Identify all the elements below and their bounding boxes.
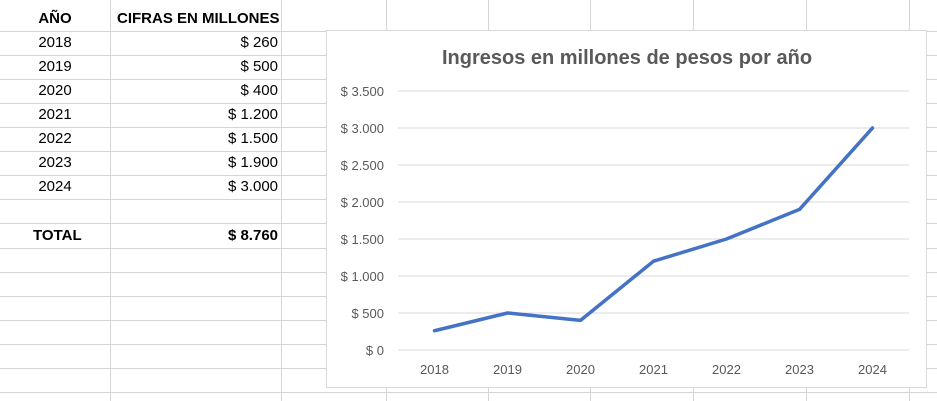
x-tick-label: 2020	[566, 362, 595, 377]
year-cell[interactable]: 2024	[38, 178, 72, 195]
y-tick-label: $ 1.500	[341, 232, 384, 247]
data-point	[652, 259, 655, 263]
x-axis-ticks: 2018 2019 2020 2021 2022 2023 2024	[420, 362, 887, 377]
data-point	[433, 329, 436, 333]
value-cell[interactable]: $ 1.500	[227, 130, 278, 147]
line-chart: Ingresos en millones de pesos por año $ …	[341, 47, 909, 377]
data-point	[798, 207, 801, 211]
total-label[interactable]: TOTAL	[33, 227, 82, 244]
year-cell[interactable]: 2018	[38, 34, 72, 51]
y-tick-label: $ 2.500	[341, 158, 384, 173]
header-value[interactable]: CIFRAS EN MILLONES	[117, 10, 280, 27]
y-tick-label: $ 2.000	[341, 195, 384, 210]
data-point	[506, 311, 509, 315]
data-point	[725, 237, 728, 241]
total-value[interactable]: $ 8.760	[227, 227, 278, 244]
x-tick-label: 2021	[639, 362, 668, 377]
year-cell[interactable]: 2021	[38, 106, 72, 123]
y-tick-label: $ 1.000	[341, 269, 384, 284]
value-cell[interactable]: $ 3.000	[227, 178, 278, 195]
x-tick-label: 2023	[785, 362, 814, 377]
value-cell[interactable]: $ 260	[240, 34, 278, 51]
series	[432, 126, 875, 333]
x-tick-label: 2024	[858, 362, 887, 377]
chart-title: Ingresos en millones de pesos por año	[442, 47, 812, 69]
y-axis-ticks: $ 0 $ 500 $ 1.000 $ 1.500 $ 2.000 $ 2.500 $ 3.…	[341, 84, 384, 358]
y-tick-label: $ 0	[366, 343, 384, 358]
x-tick-label: 2022	[712, 362, 741, 377]
column-divider	[110, 0, 111, 401]
header-year[interactable]: AÑO	[38, 10, 72, 27]
value-cell[interactable]: $ 1.900	[227, 154, 278, 171]
x-tick-label: 2019	[493, 362, 522, 377]
value-cell[interactable]: $ 500	[240, 58, 278, 75]
value-cell[interactable]: $ 1.200	[227, 106, 278, 123]
data-point	[871, 126, 874, 130]
row-divider	[0, 392, 937, 393]
gridlines	[398, 90, 909, 351]
y-tick-label: $ 3.000	[341, 121, 384, 136]
x-tick-label: 2018	[420, 362, 449, 377]
y-tick-label: $ 500	[351, 306, 384, 321]
year-cell[interactable]: 2023	[38, 154, 72, 171]
year-cell[interactable]: 2019	[38, 58, 72, 75]
series-line	[432, 126, 875, 333]
chart-container[interactable]: Ingresos en millones de pesos por año $ …	[326, 30, 927, 388]
data-point	[579, 318, 582, 322]
y-tick-label: $ 3.500	[341, 84, 384, 99]
year-cell[interactable]: 2022	[38, 130, 72, 147]
column-divider	[281, 0, 282, 401]
value-cell[interactable]: $ 400	[240, 82, 278, 99]
year-cell[interactable]: 2020	[38, 82, 72, 99]
